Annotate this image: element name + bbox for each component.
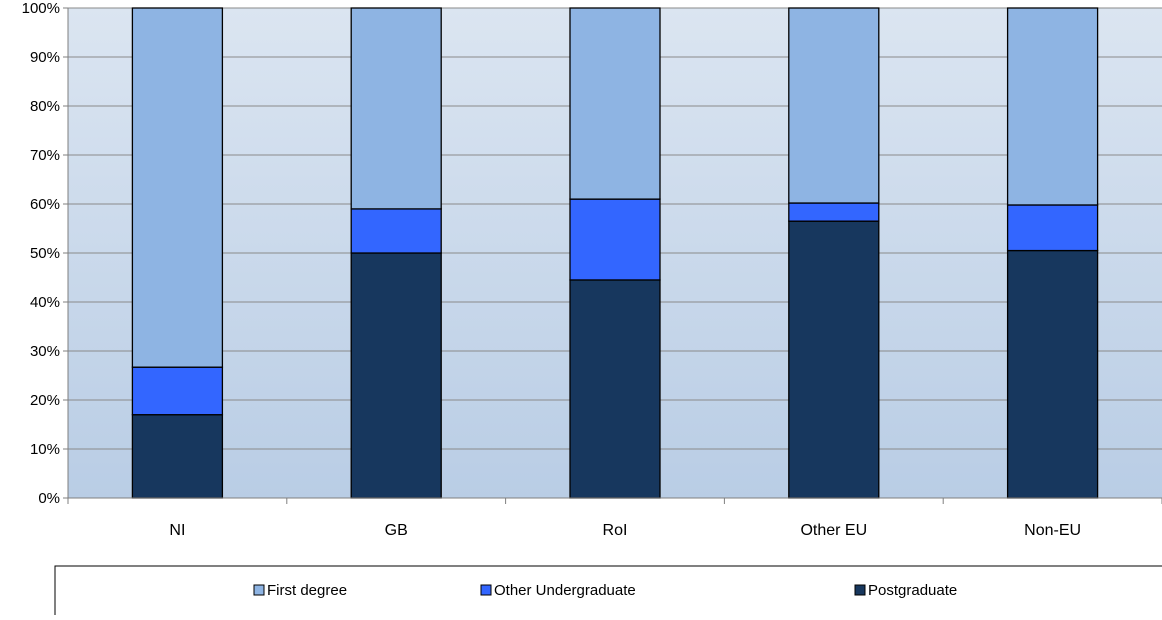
bar-segment — [350, 7, 442, 210]
bar-stack — [350, 7, 442, 499]
legend-swatch — [253, 584, 265, 596]
legend-label: First degree — [267, 582, 347, 599]
bar-segment — [1006, 204, 1099, 252]
bar-segment — [350, 208, 442, 254]
x-axis-tick-labels: NI GB RoI Other EU Non-EU — [169, 522, 1081, 539]
legend: First degree Other Undergraduate Postgradu… — [54, 565, 1162, 618]
legend-label: Other Undergraduate — [494, 582, 636, 599]
y-tick-label: 30% — [30, 343, 60, 360]
y-tick-label: 0% — [38, 490, 60, 507]
x-tick-label: RoI — [603, 522, 628, 539]
bar-segment — [788, 202, 880, 222]
y-axis-tick-labels: 0% 10% 20% 30% 40% 50% 60% 70% 80% 90% 100% — [22, 0, 60, 507]
axes — [67, 8, 1162, 504]
y-tick-label: 10% — [30, 441, 60, 458]
bar-segment — [788, 7, 880, 204]
y-tick-label: 20% — [30, 392, 60, 409]
legend-box — [54, 565, 1162, 618]
y-tick-label: 40% — [30, 294, 60, 311]
y-tick-label: 60% — [30, 196, 60, 213]
bar-segment — [1006, 249, 1099, 499]
bars — [131, 7, 1099, 499]
bar-stack — [1006, 7, 1099, 499]
x-tick-label: Other EU — [800, 522, 867, 539]
bar-segment — [569, 279, 661, 499]
y-tick-label: 70% — [30, 147, 60, 164]
y-tick-label: 90% — [30, 49, 60, 66]
y-tick-label: 100% — [22, 0, 60, 17]
x-tick-label: Non-EU — [1024, 522, 1081, 539]
x-tick-label: NI — [169, 522, 185, 539]
x-tick-label: GB — [385, 522, 408, 539]
bar-segment — [131, 366, 224, 416]
bar-segment — [350, 252, 442, 499]
bar-segment — [788, 220, 880, 499]
bar-stack — [788, 7, 880, 499]
bar-segment — [569, 7, 661, 200]
bar-stack — [131, 7, 224, 499]
legend-swatch — [854, 584, 866, 596]
bar-segment — [131, 414, 224, 499]
legend-swatch — [480, 584, 492, 596]
bar-segment — [569, 198, 661, 281]
y-tick-label: 80% — [30, 98, 60, 115]
bar-stack — [569, 7, 661, 499]
bar-segment — [131, 7, 224, 368]
bar-segment — [1006, 7, 1099, 206]
legend-label: Postgraduate — [868, 582, 957, 599]
y-tick-label: 50% — [30, 245, 60, 262]
